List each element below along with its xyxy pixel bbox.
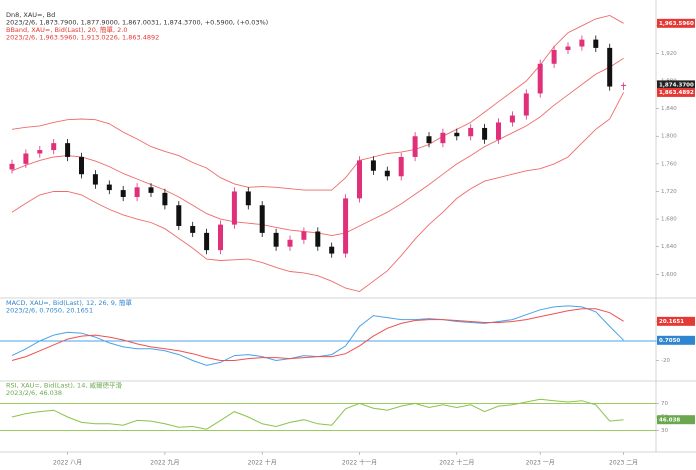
y-tick-label: 70 <box>661 401 668 407</box>
price-tag <box>657 316 695 326</box>
candle-body <box>496 122 501 140</box>
price-tag <box>657 415 695 425</box>
y-tick-label: 1,800 <box>661 134 677 140</box>
candle-body <box>231 191 237 225</box>
price-tag-label: 1,874.3700 <box>659 83 694 89</box>
candle-body <box>565 46 571 50</box>
candle-body <box>370 160 376 171</box>
band-upper <box>11 15 624 191</box>
y-tick-label: 1,680 <box>661 217 677 223</box>
candle-body <box>384 170 390 177</box>
candle-body <box>440 132 446 144</box>
candle-body <box>134 187 140 197</box>
candle-body <box>162 192 168 206</box>
candle-body <box>148 187 154 193</box>
candle-body <box>287 239 293 247</box>
price-tag-label: 20.1651 <box>659 319 684 325</box>
price-tag <box>657 335 695 345</box>
rsi-title: RSI, XAU=, Bid(Last), 14, 威爾德平滑 <box>6 381 122 390</box>
candle-body <box>579 39 585 47</box>
x-tick-label: 2023 二月 <box>609 460 638 467</box>
candle-body <box>537 63 543 94</box>
x-tick-label: 2022 十月 <box>248 459 277 467</box>
series-line <box>11 398 624 430</box>
candle-body <box>176 205 182 226</box>
candle-body <box>120 190 126 197</box>
x-tick-label: 2022 十二月 <box>439 459 474 467</box>
y-tick-label: 1,600 <box>661 272 677 278</box>
candle-body <box>607 47 613 87</box>
candle-body <box>301 231 307 240</box>
y-tick-label: -20 <box>661 358 670 364</box>
candle-body <box>343 198 349 254</box>
x-tick-label: 2022 十一月 <box>342 459 377 467</box>
y-tick-label: 1,640 <box>661 244 677 250</box>
candle-body <box>65 143 71 157</box>
price-tag <box>657 87 695 97</box>
candle-body <box>106 184 112 191</box>
candle-body <box>273 232 279 247</box>
macd-title: MACD, XAU=, Bid(Last), 12, 26, 9, 簡單 <box>6 298 133 307</box>
candle-body <box>523 93 529 116</box>
x-tick-label: 2023 一月 <box>526 460 555 467</box>
bands-title: BBand, XAU=, Bid(Last), 20, 簡單, 2.0 <box>6 25 128 34</box>
x-tick-label: 2022 八月 <box>53 460 82 467</box>
candle-body <box>51 143 57 151</box>
candle-body <box>204 232 210 251</box>
candle-body <box>259 205 265 233</box>
price-tag-label: 1,863.4892 <box>659 90 694 96</box>
candle-body <box>79 156 84 175</box>
candle-body <box>551 49 557 64</box>
candle-body <box>509 115 515 123</box>
y-tick-label: 30 <box>661 428 668 434</box>
y-tick-label: 1,760 <box>661 161 677 167</box>
y-tick-label: 1,920 <box>661 51 677 57</box>
band-lower <box>11 92 624 292</box>
candle-body <box>482 127 488 140</box>
macd-subtitle: 2023/2/6, 0.7050, 20.1651 <box>6 307 93 315</box>
price-tag <box>657 80 695 90</box>
candle-body <box>412 136 418 157</box>
y-tick-label: 1,720 <box>661 189 677 195</box>
candle-body <box>23 153 29 164</box>
candle-body <box>245 191 251 206</box>
series-line <box>11 308 624 361</box>
price-tag-label: 1,963.5960 <box>659 21 694 27</box>
candle-body <box>468 127 474 137</box>
chart-title: Dn8, XAU=, Bd <box>6 11 55 19</box>
candle-body <box>9 163 15 170</box>
price-tag-label: 0.7050 <box>659 338 680 344</box>
x-tick-label: 2022 九月 <box>150 459 179 467</box>
candle-body <box>454 132 460 137</box>
candle-body <box>621 84 627 86</box>
bands-subtitle: 2023/2/6, 1,963.5960, 1,913.0226, 1,863.… <box>6 34 159 42</box>
candle-body <box>37 150 43 154</box>
candle-body <box>357 160 362 199</box>
y-tick-label: 1,840 <box>661 106 677 112</box>
chart-subtitle: 2023/2/6, 1,873.7900, 1,877.9000, 1,867.… <box>6 19 268 27</box>
candle-body <box>190 225 196 233</box>
price-tag-label: 46.038 <box>659 417 680 423</box>
candle-body <box>92 174 98 185</box>
rsi-subtitle: 2023/2/6, 46.038 <box>6 389 62 397</box>
candle-body <box>398 156 404 177</box>
price-tag <box>657 18 695 28</box>
candle-body <box>315 231 321 247</box>
candle-body <box>426 136 432 144</box>
candle-body <box>593 39 599 48</box>
candle-body <box>218 224 223 251</box>
candle-body <box>329 246 335 254</box>
